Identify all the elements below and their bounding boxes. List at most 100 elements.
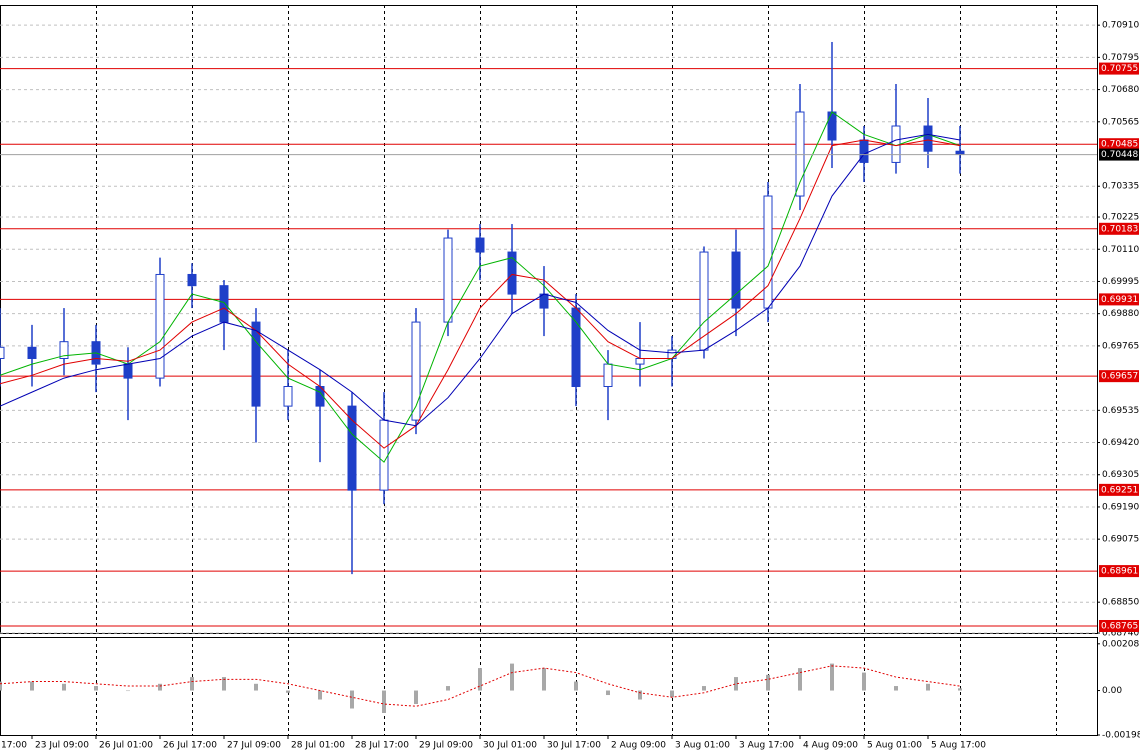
- x-tick-label: 5 Aug 01:00: [867, 741, 922, 751]
- y-tick-label: 0.69190: [1102, 502, 1139, 512]
- candle-body: [59, 341, 69, 359]
- histogram-bar: [30, 681, 34, 691]
- y-tick-label: 0.70335: [1102, 182, 1139, 192]
- candle-body: [411, 321, 421, 421]
- candle-body: [123, 363, 133, 379]
- histogram-bar: [926, 683, 930, 691]
- histogram-bar: [382, 690, 386, 713]
- candle-body: [923, 125, 933, 152]
- level-label-box: [1099, 619, 1139, 632]
- histogram-bar: [958, 688, 962, 691]
- x-tick-label: 5 Aug 17:00: [931, 741, 986, 751]
- y-tick-label: 0.69535: [1102, 406, 1139, 416]
- x-tick-label: 26 Jul 17:00: [163, 741, 217, 751]
- x-tick-label: 17:00: [1, 741, 27, 751]
- x-tick-label: 27 Jul 09:00: [227, 741, 281, 751]
- histogram-bar: [702, 686, 706, 691]
- level-label-box: [1099, 483, 1139, 496]
- histogram-bar: [414, 690, 418, 705]
- histogram-bar: [510, 663, 514, 691]
- candle-body: [795, 111, 805, 197]
- histogram-bar: [862, 672, 866, 691]
- candle-body: [731, 251, 741, 309]
- candle-body: [347, 405, 357, 491]
- level-label: 0.68961: [1101, 567, 1138, 577]
- candle-body: [219, 285, 229, 323]
- histogram-bar: [766, 674, 770, 691]
- y-tick-label: 0.70910: [1102, 21, 1139, 31]
- x-tick-label: 2 Aug 09:00: [611, 741, 666, 751]
- level-label: 0.68765: [1101, 621, 1138, 631]
- y-tick-label: 0.70680: [1102, 85, 1139, 95]
- level-label: 0.70485: [1101, 140, 1138, 150]
- histogram-bar: [894, 686, 898, 691]
- indicator-y-tick-label: 0.00: [1102, 686, 1122, 696]
- y-tick-label: 0.70795: [1102, 53, 1139, 63]
- candle-body: [0, 346, 5, 359]
- level-label-box: [1099, 293, 1139, 306]
- y-tick-label: 0.69075: [1102, 535, 1139, 545]
- candle-body: [155, 273, 165, 379]
- level-label-box: [1099, 370, 1139, 383]
- candle-body: [859, 139, 869, 163]
- histogram-bar: [542, 668, 546, 691]
- histogram-bar: [190, 677, 194, 691]
- histogram-bar: [318, 690, 322, 700]
- y-tick-label: 0.68740: [1102, 629, 1139, 639]
- x-tick-label: 28 Jul 01:00: [291, 741, 345, 751]
- level-label: 0.69657: [1101, 372, 1138, 382]
- histogram-bar: [446, 686, 450, 691]
- histogram-bar: [0, 681, 2, 691]
- candle-body: [283, 386, 293, 407]
- histogram-bar: [126, 690, 130, 692]
- x-tick-label: 30 Jul 17:00: [547, 741, 601, 751]
- level-label: 0.70755: [1101, 64, 1138, 74]
- candle-body: [475, 237, 485, 253]
- y-tick-label: 0.70565: [1102, 117, 1139, 127]
- level-label: 0.69931: [1101, 295, 1138, 305]
- level-label-box: [1099, 138, 1139, 151]
- candle-body: [187, 273, 197, 287]
- histogram-bar: [94, 686, 98, 691]
- candle-body: [827, 111, 837, 141]
- histogram-bar: [222, 677, 226, 691]
- moving-average: [0, 139, 961, 449]
- moving-average: [0, 111, 961, 463]
- x-tick-label: 28 Jul 17:00: [355, 741, 409, 751]
- x-tick-label: 4 Aug 09:00: [803, 741, 858, 751]
- level-label-box: [1099, 62, 1139, 75]
- histogram-bar: [254, 683, 258, 691]
- histogram-bar: [478, 668, 482, 691]
- level-label: 0.70183: [1101, 224, 1138, 234]
- level-label-box: [1099, 565, 1139, 578]
- histogram-bar: [286, 690, 290, 693]
- indicator-y-tick-label: -0.00198: [1102, 731, 1140, 741]
- x-tick-label: 29 Jul 09:00: [419, 741, 473, 751]
- signal-line: [0, 665, 961, 707]
- indicator-y-tick-label: 0.002081: [1102, 639, 1140, 649]
- histogram-bar: [798, 668, 802, 691]
- histogram-bar: [638, 690, 642, 700]
- y-tick-label: 0.69305: [1102, 470, 1139, 480]
- candle-body: [763, 195, 773, 309]
- x-tick-label: 26 Jul 01:00: [99, 741, 153, 751]
- histogram-bar: [734, 677, 738, 691]
- candle-body: [379, 419, 389, 491]
- last-price-label: 0.70448: [1101, 150, 1138, 160]
- y-tick-label: 0.70110: [1102, 245, 1139, 255]
- x-tick-label: 3 Aug 01:00: [675, 741, 730, 751]
- x-tick-label: 23 Jul 09:00: [35, 741, 89, 751]
- candle-body: [571, 307, 581, 388]
- candle-body: [955, 150, 965, 155]
- candle-body: [603, 363, 613, 388]
- candle-body: [699, 251, 709, 351]
- histogram-bar: [158, 683, 162, 691]
- last-price-box: [1099, 148, 1139, 161]
- level-label: 0.69251: [1101, 485, 1138, 495]
- x-tick-label: 30 Jul 01:00: [483, 741, 537, 751]
- y-tick-label: 0.68850: [1102, 598, 1139, 608]
- candle-body: [667, 349, 677, 359]
- candle-body: [27, 346, 37, 359]
